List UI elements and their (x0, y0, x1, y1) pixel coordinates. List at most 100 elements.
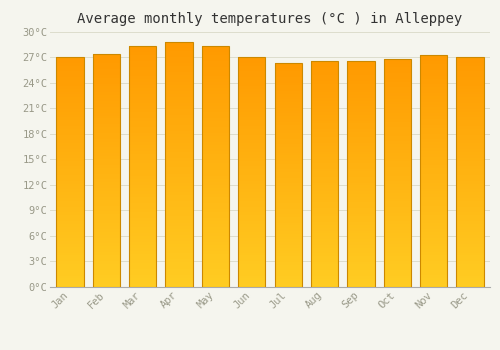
Bar (274, 69, 302, 71)
Bar (92, 264, 120, 267)
Bar (456, 209, 483, 212)
Bar (238, 244, 266, 247)
Bar (348, 233, 374, 236)
Bar (311, 67, 338, 70)
Bar (166, 48, 192, 51)
Bar (348, 261, 374, 265)
Bar (129, 215, 156, 218)
Bar (202, 136, 229, 139)
Bar (166, 54, 192, 57)
Bar (420, 166, 448, 168)
Bar (311, 152, 338, 154)
Bar (202, 55, 229, 58)
Bar (384, 70, 411, 73)
Bar (238, 92, 266, 94)
Bar (384, 90, 411, 93)
Bar (202, 178, 229, 182)
Bar (456, 241, 483, 244)
Bar (238, 140, 266, 143)
Bar (238, 57, 266, 287)
Bar (129, 115, 156, 118)
Bar (238, 181, 266, 183)
Bar (274, 251, 302, 253)
Bar (384, 124, 411, 127)
Bar (202, 275, 229, 278)
Bar (384, 227, 411, 230)
Bar (202, 160, 229, 163)
Bar (166, 219, 192, 223)
Bar (311, 123, 338, 126)
Bar (166, 152, 192, 155)
Bar (384, 173, 411, 176)
Bar (348, 177, 374, 180)
Bar (456, 146, 483, 149)
Bar (202, 46, 229, 287)
Bar (384, 116, 411, 119)
Bar (348, 174, 374, 177)
Bar (166, 69, 192, 72)
Bar (456, 181, 483, 183)
Bar (348, 166, 374, 168)
Bar (92, 205, 120, 209)
Bar (92, 124, 120, 127)
Bar (420, 61, 448, 64)
Bar (274, 284, 302, 287)
Bar (166, 195, 192, 198)
Bar (166, 183, 192, 186)
Bar (420, 189, 448, 191)
Bar (129, 194, 156, 197)
Bar (56, 267, 84, 270)
Bar (202, 167, 229, 169)
Bar (202, 194, 229, 197)
Bar (311, 242, 338, 245)
Bar (456, 198, 483, 201)
Bar (166, 284, 192, 287)
Bar (129, 269, 156, 272)
Bar (348, 273, 374, 276)
Bar (274, 161, 302, 164)
Bar (384, 130, 411, 133)
Bar (166, 118, 192, 121)
Bar (56, 209, 84, 212)
Bar (202, 173, 229, 176)
Bar (166, 235, 192, 238)
Bar (92, 258, 120, 261)
Bar (166, 186, 192, 189)
Bar (348, 225, 374, 228)
Bar (166, 66, 192, 69)
Bar (56, 270, 84, 273)
Bar (420, 139, 448, 142)
Bar (202, 218, 229, 221)
Bar (274, 122, 302, 125)
Bar (420, 235, 448, 238)
Bar (238, 97, 266, 100)
Bar (348, 247, 374, 250)
Bar (384, 181, 411, 184)
Bar (92, 284, 120, 287)
Bar (56, 126, 84, 129)
Bar (456, 77, 483, 80)
Bar (166, 63, 192, 66)
Bar (456, 109, 483, 112)
Bar (238, 232, 266, 235)
Bar (274, 192, 302, 195)
Bar (238, 63, 266, 66)
Bar (202, 109, 229, 112)
Bar (166, 127, 192, 131)
Bar (238, 284, 266, 287)
Bar (56, 204, 84, 206)
Bar (456, 83, 483, 86)
Bar (311, 231, 338, 233)
Bar (348, 104, 374, 106)
Bar (166, 198, 192, 201)
Bar (384, 250, 411, 253)
Bar (56, 278, 84, 281)
Bar (311, 191, 338, 194)
Bar (420, 151, 448, 154)
Bar (238, 241, 266, 244)
Bar (166, 238, 192, 241)
Bar (456, 74, 483, 77)
Bar (129, 199, 156, 203)
Bar (129, 121, 156, 124)
Bar (56, 230, 84, 232)
